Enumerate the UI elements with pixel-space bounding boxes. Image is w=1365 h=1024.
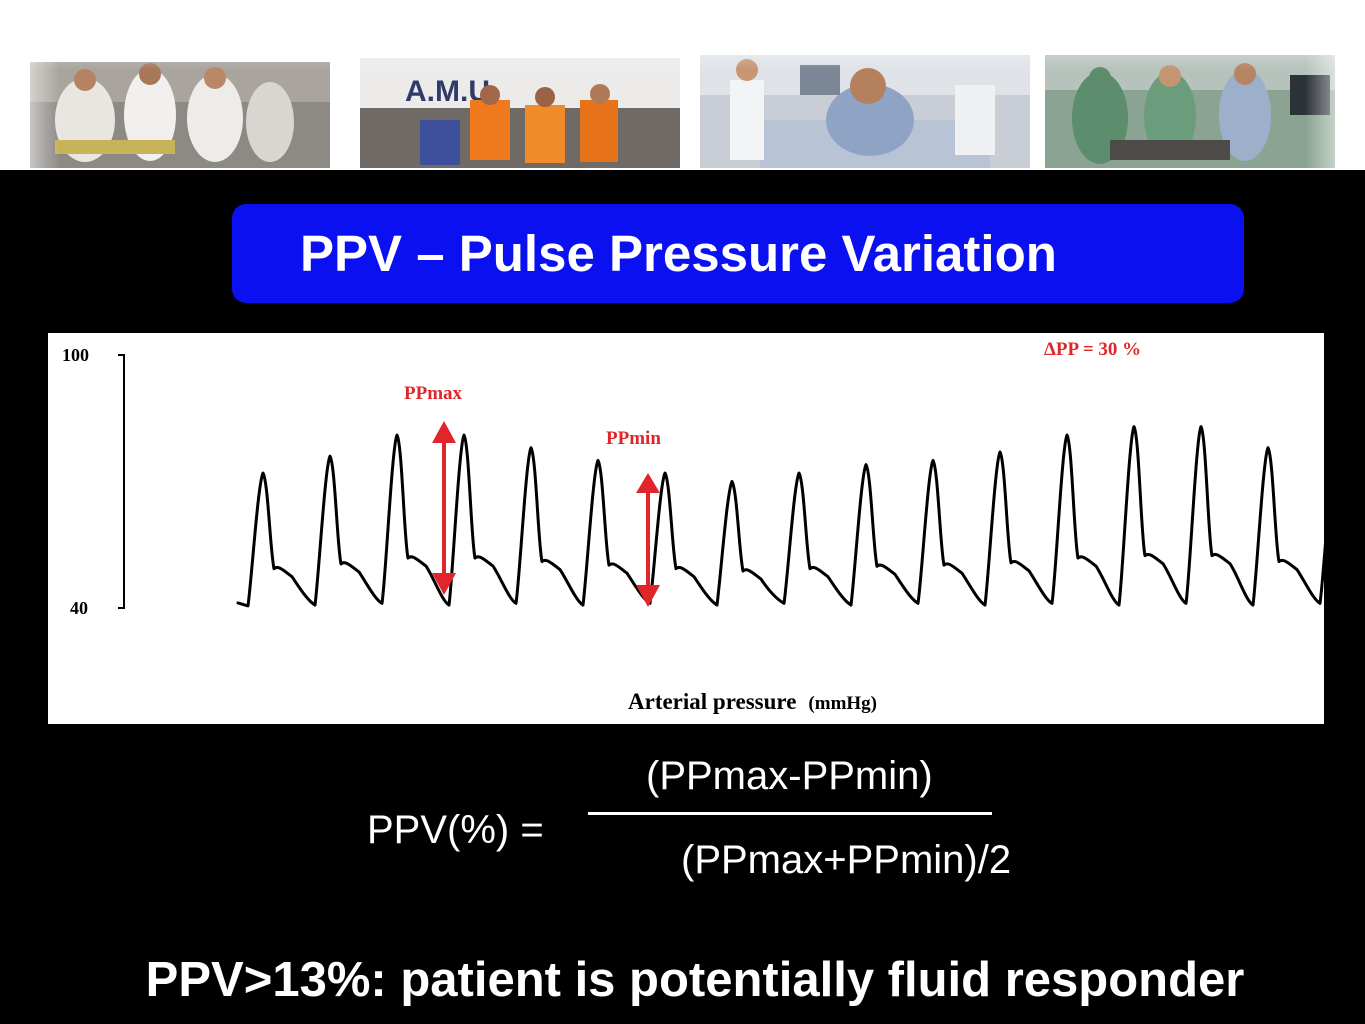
formula-denominator: (PPmax+PPmin)/2 <box>681 838 1012 882</box>
fraction-bar <box>588 812 992 815</box>
ppmax-label: PPmax <box>404 383 463 404</box>
header-banner: A.M.U. <box>0 0 1365 170</box>
ppv-formula: PPV(%) = (PPmax-PPmin) (PPmax+PPmin)/2 <box>0 740 1365 900</box>
pressure-trace-line <box>236 425 1324 608</box>
x-axis-label-unit: (mmHg) <box>808 693 877 714</box>
samu-ambulance-photo: A.M.U. <box>360 58 680 168</box>
y-tick-label-bottom: 40 <box>70 598 88 618</box>
banner-photo-strip: A.M.U. <box>0 0 1365 170</box>
conclusion-text: PPV>13%: patient is potentially fluid re… <box>145 953 1245 1007</box>
ppmin-arrow <box>636 473 660 607</box>
slide-title: PPV – Pulse Pressure Variation <box>300 225 1057 282</box>
ppmin-label: PPmin <box>606 428 661 449</box>
title-box: PPV – Pulse Pressure Variation <box>232 204 1244 303</box>
x-axis-label: Arterial pressure (mmHg) <box>628 689 877 714</box>
hospital-patient-photo <box>700 55 1030 168</box>
ppmax-arrow <box>432 421 456 595</box>
emergency-team-photo <box>30 62 330 168</box>
pressure-waveform-chart: 100 40 ΔPP = 30 % PPmax PPmin Arterial p… <box>62 339 1324 714</box>
x-axis-label-main: Arterial pressure <box>628 689 796 714</box>
operating-room-photo <box>1045 55 1335 168</box>
arterial-pressure-figure: 100 40 ΔPP = 30 % PPmax PPmin Arterial p… <box>48 333 1324 724</box>
formula-numerator: (PPmax-PPmin) <box>646 754 933 798</box>
formula-lhs: PPV(%) = <box>367 808 544 852</box>
y-tick-label-top: 100 <box>62 345 89 365</box>
delta-pp-label: ΔPP = 30 % <box>1044 339 1141 360</box>
